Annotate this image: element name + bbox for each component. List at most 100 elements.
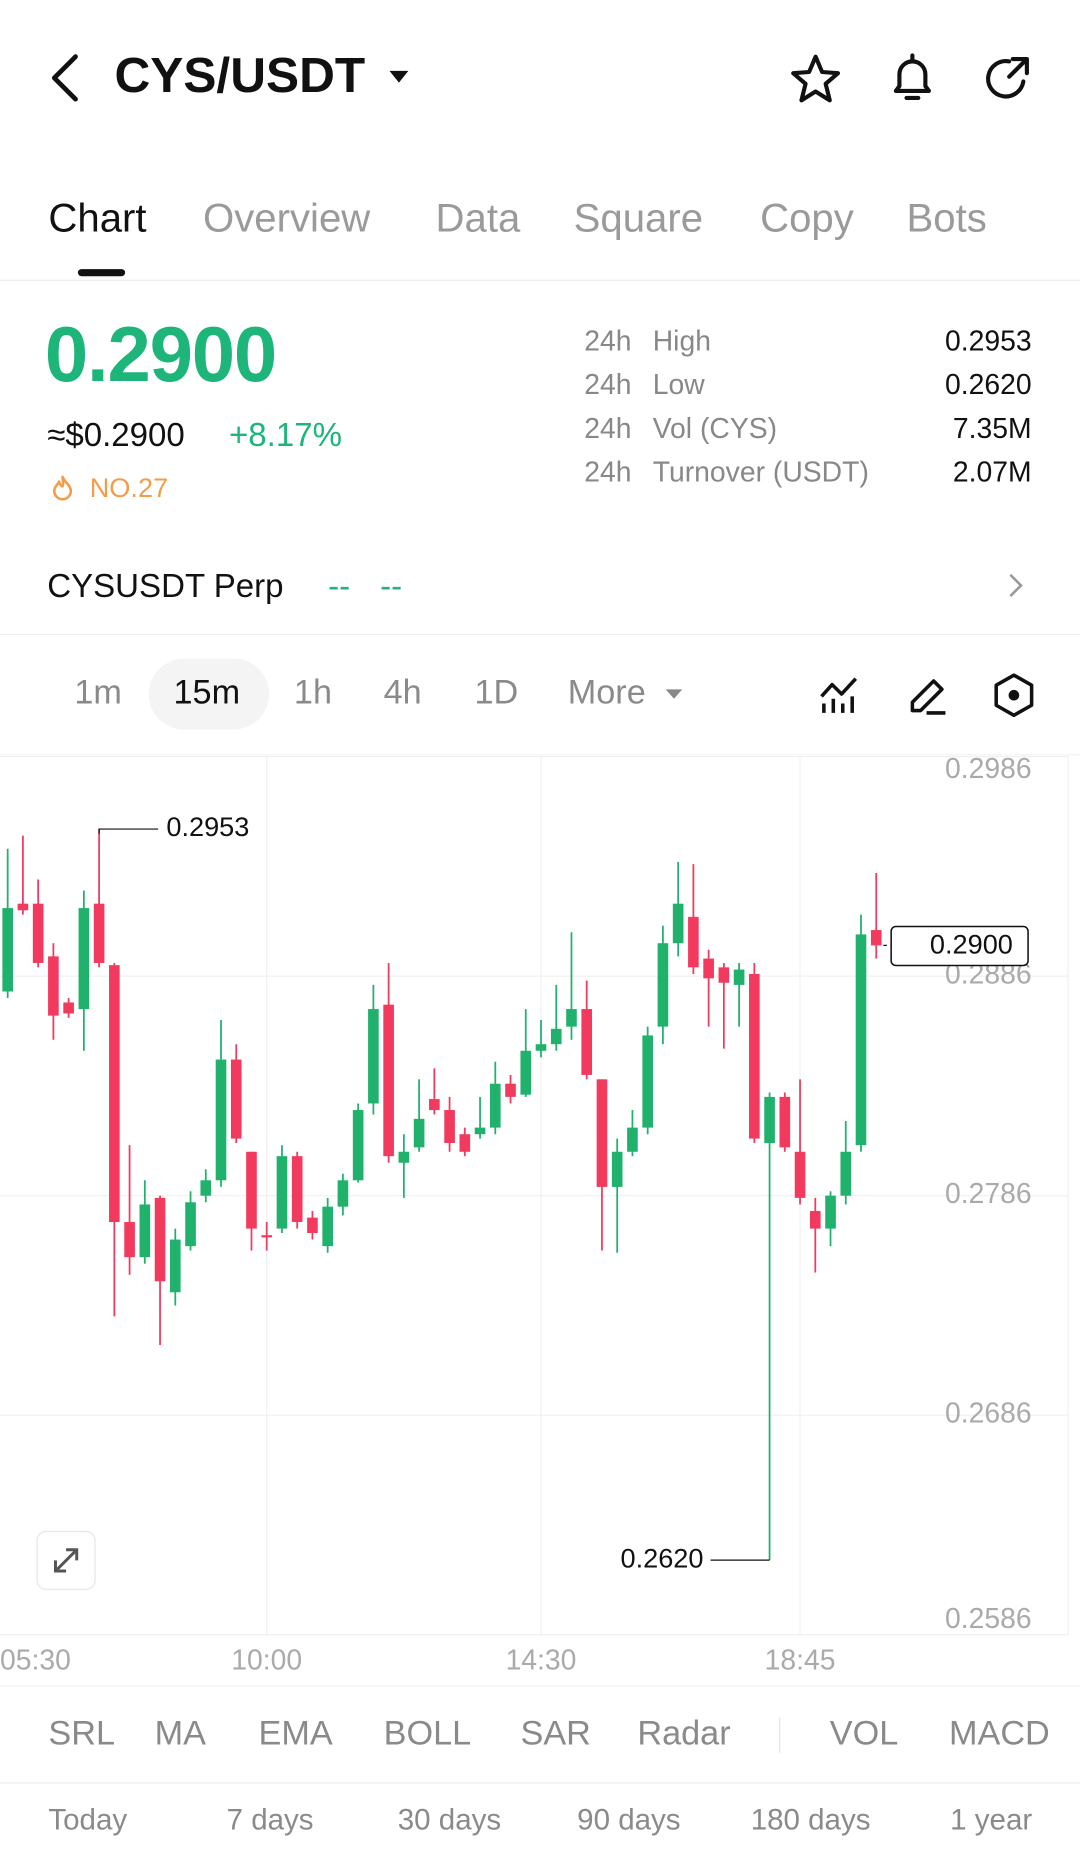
indicator[interactable]: BOLL [383, 1715, 472, 1753]
interval[interactable]: 1m [74, 673, 122, 712]
candle-body [139, 1204, 151, 1258]
interval[interactable]: 1D [474, 673, 519, 712]
last-price: 0.2900 [44, 310, 277, 398]
candle-body [855, 934, 867, 1146]
candle-body [779, 1096, 791, 1148]
share-icon[interactable] [981, 52, 1035, 106]
candle-body [672, 903, 684, 944]
pair-title[interactable]: CYS/USDT [114, 47, 366, 103]
candle-body [688, 916, 699, 968]
favorite-icon[interactable] [788, 52, 842, 106]
candle-body [368, 1009, 379, 1104]
candle-body [17, 903, 29, 911]
perp-chevron[interactable] [1006, 571, 1025, 599]
indicator[interactable]: MACD [948, 1715, 1050, 1753]
candle-body [550, 1028, 562, 1045]
x-tick-label: 18:45 [765, 1644, 836, 1676]
period[interactable]: 90 days [577, 1803, 681, 1837]
divider [0, 279, 1080, 281]
candle-body [215, 1059, 227, 1181]
candle-body [535, 1044, 547, 1051]
fullscreen-button[interactable] [36, 1530, 96, 1590]
candle-body [657, 943, 669, 1027]
stat-label: High [652, 325, 711, 358]
settings-icon[interactable] [990, 672, 1037, 719]
candle-body [703, 958, 714, 979]
stat-label: Low [652, 369, 705, 402]
candle-body [291, 1156, 303, 1223]
alert-icon[interactable] [885, 52, 939, 106]
candle-body [566, 1009, 577, 1027]
period[interactable]: 1 year [950, 1803, 1033, 1837]
divider [0, 633, 1080, 636]
indicator[interactable]: EMA [258, 1715, 333, 1753]
candle-body [474, 1127, 486, 1135]
last-price-label: 0.2900 [930, 929, 1013, 960]
candle-body [48, 956, 59, 1016]
indicator-icon[interactable] [817, 673, 862, 718]
period[interactable]: 30 days [397, 1803, 502, 1837]
tab[interactable]: Data [435, 195, 521, 241]
back-button[interactable] [45, 52, 85, 104]
tab[interactable]: Chart [48, 195, 147, 241]
stat-value: 7.35M [952, 413, 1032, 445]
candle-body [611, 1151, 623, 1187]
tab[interactable]: Copy [760, 195, 854, 241]
candle-body [200, 1180, 212, 1196]
candle-body [78, 908, 90, 1010]
y-tick-label: 0.2586 [945, 1603, 1032, 1635]
interval[interactable]: 15m [173, 673, 241, 712]
period[interactable]: 7 days [226, 1803, 314, 1837]
perp-value: -- [380, 567, 403, 605]
indicator[interactable]: Radar [637, 1715, 731, 1753]
candle-body [596, 1079, 608, 1187]
tab[interactable]: Bots [906, 195, 987, 241]
stat-period: 24h [584, 413, 632, 445]
candle-body [825, 1195, 836, 1229]
indicator[interactable]: SRL [48, 1715, 115, 1753]
candle-body [169, 1239, 181, 1293]
indicator[interactable]: VOL [829, 1715, 899, 1753]
candle-body [459, 1134, 471, 1152]
indicator[interactable]: MA [154, 1715, 206, 1753]
interval[interactable]: 1h [293, 673, 332, 712]
period[interactable]: Today [48, 1803, 128, 1837]
candle-body [32, 903, 44, 963]
candle-body [307, 1217, 318, 1233]
fiat-price: ≈$0.2900 [47, 416, 185, 454]
tab[interactable]: Overview [203, 195, 371, 241]
divider [0, 1782, 1080, 1784]
candle-body [489, 1083, 501, 1128]
y-tick-label: 0.2986 [945, 753, 1032, 785]
perp-value: -- [328, 567, 351, 605]
candle-body [429, 1099, 440, 1111]
interval[interactable]: More [567, 673, 646, 712]
candle-body [840, 1151, 852, 1196]
candle-body [398, 1151, 410, 1163]
candle-body [230, 1059, 242, 1139]
candle-body [870, 930, 882, 946]
candle-body [520, 1050, 532, 1095]
pair-dropdown[interactable] [387, 68, 411, 85]
period[interactable]: 180 days [750, 1803, 871, 1837]
more-dropdown[interactable] [663, 687, 684, 701]
x-tick-label: 14:30 [506, 1644, 577, 1676]
candle-body [154, 1197, 166, 1282]
last-price-tag [890, 925, 1029, 967]
stat-period: 24h [584, 369, 632, 402]
y-tick-label: 0.2686 [945, 1398, 1032, 1430]
draw-icon[interactable] [905, 673, 950, 718]
interval[interactable]: 4h [383, 673, 422, 712]
price-change: +8.17% [228, 416, 343, 454]
candle-body [124, 1222, 135, 1258]
stat-label: Vol (CYS) [652, 413, 778, 445]
candle-body [444, 1110, 455, 1143]
candle-body [352, 1110, 364, 1181]
perp-name[interactable]: CYSUSDT Perp [47, 567, 284, 605]
indicator[interactable]: SAR [520, 1715, 591, 1753]
candle-body [733, 969, 745, 985]
candle-body [93, 903, 105, 963]
tab[interactable]: Square [573, 195, 704, 241]
